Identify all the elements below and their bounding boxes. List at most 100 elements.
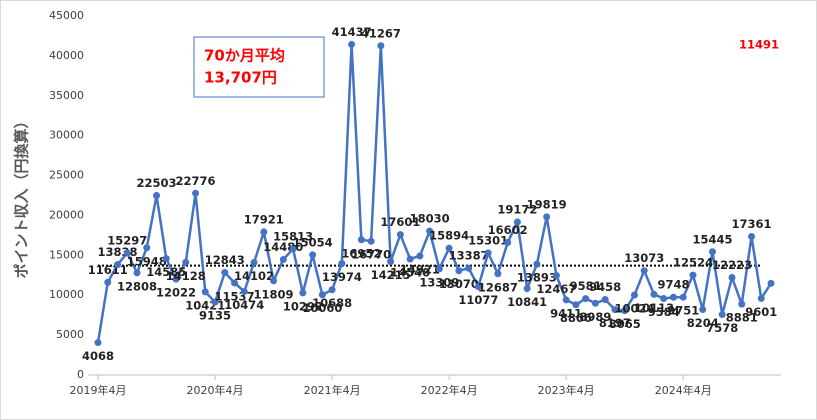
annotation-text: 70か月平均	[204, 47, 285, 65]
point	[767, 279, 775, 287]
point	[153, 191, 161, 199]
point	[494, 270, 502, 278]
point	[299, 289, 307, 297]
point	[172, 275, 180, 283]
data-label: 14540	[390, 266, 430, 280]
data-label: 9411	[550, 306, 582, 320]
data-label: 8197	[599, 316, 631, 330]
point	[543, 213, 551, 221]
point	[640, 267, 648, 275]
data-label: 10688	[312, 296, 352, 310]
point	[396, 231, 404, 239]
data-label: 13893	[517, 271, 557, 285]
data-label: 10474	[224, 298, 264, 312]
point	[455, 267, 463, 275]
point	[114, 261, 122, 269]
point	[406, 255, 414, 263]
data-label: 11809	[254, 287, 294, 301]
point	[708, 248, 716, 256]
point	[591, 299, 599, 307]
point	[143, 244, 151, 252]
point	[465, 264, 473, 272]
annotation-box	[193, 36, 325, 98]
data-label: 10113	[634, 301, 674, 315]
point	[435, 265, 443, 273]
point	[133, 269, 141, 277]
point	[328, 286, 336, 294]
point	[504, 239, 512, 247]
point	[718, 311, 726, 319]
data-label: 18030	[410, 212, 450, 226]
y-tick-label: 15000	[49, 248, 84, 261]
point	[660, 295, 668, 303]
data-label: 15301	[468, 233, 508, 247]
data-label: 22776	[176, 174, 216, 188]
data-label: 17361	[731, 217, 771, 231]
data-label: 8204	[687, 316, 719, 330]
data-label: 11077	[458, 293, 498, 307]
point	[650, 290, 658, 298]
point	[669, 293, 677, 301]
data-label: 8881	[726, 311, 758, 325]
data-label: 15813	[273, 229, 313, 243]
data-label: 13974	[322, 270, 362, 284]
data-label: 10841	[507, 295, 547, 309]
data-label: 19172	[497, 203, 537, 217]
data-label: 9458	[589, 280, 621, 294]
data-label: 9135	[199, 309, 231, 323]
data-label: 7578	[706, 321, 738, 335]
point	[533, 260, 541, 268]
point	[260, 228, 268, 236]
y-tick-label: 25000	[49, 169, 84, 182]
data-label: 9748	[657, 278, 689, 292]
data-label: 9751	[667, 304, 699, 318]
data-label: 15948	[127, 254, 167, 268]
y-tick-label: 5000	[56, 328, 84, 341]
data-label: 19819	[527, 197, 567, 211]
data-label: 10060	[302, 301, 342, 315]
x-tick-label: 2020年4月	[187, 383, 244, 397]
point	[338, 260, 346, 268]
data-label: 14128	[166, 269, 206, 283]
y-tick-label: 20000	[49, 208, 84, 221]
data-label: 9584	[648, 305, 680, 319]
point	[738, 300, 746, 308]
point	[416, 252, 424, 260]
data-label: 12467	[536, 282, 576, 296]
data-label: 14102	[234, 269, 274, 283]
point	[689, 271, 697, 279]
point	[182, 258, 190, 266]
x-tick-label: 2021年4月	[304, 383, 361, 397]
y-tick-label: 35000	[49, 89, 84, 102]
point	[318, 291, 326, 299]
data-label: 4068	[82, 349, 114, 363]
data-label: 12843	[205, 253, 245, 267]
data-label: 15054	[293, 235, 333, 249]
point	[162, 255, 170, 263]
point	[367, 237, 375, 245]
data-label: 16770	[351, 248, 391, 262]
data-label: 41437	[332, 25, 372, 39]
point	[630, 291, 638, 299]
y-axis-label: ポイント収入（円換算）	[13, 113, 31, 278]
y-tick-label: 40000	[49, 49, 84, 62]
data-label: 10292	[283, 299, 323, 313]
data-label: 17601	[380, 215, 420, 229]
point	[747, 232, 755, 240]
point	[309, 251, 317, 259]
annotation-text: 13,707円	[204, 69, 277, 87]
point	[601, 296, 609, 304]
point	[474, 283, 482, 291]
data-label: 9601	[745, 305, 777, 319]
point	[484, 249, 492, 257]
data-label: 12022	[156, 286, 196, 300]
data-label: 13073	[624, 251, 664, 265]
data-label: 14215	[371, 268, 411, 282]
x-tick-label: 2019年4月	[70, 383, 127, 397]
y-tick-label: 10000	[49, 288, 84, 301]
point	[572, 301, 580, 309]
point	[240, 287, 248, 295]
data-label: 15297	[107, 233, 147, 247]
data-label: 16952	[341, 246, 381, 260]
data-label: 12223	[712, 258, 752, 272]
